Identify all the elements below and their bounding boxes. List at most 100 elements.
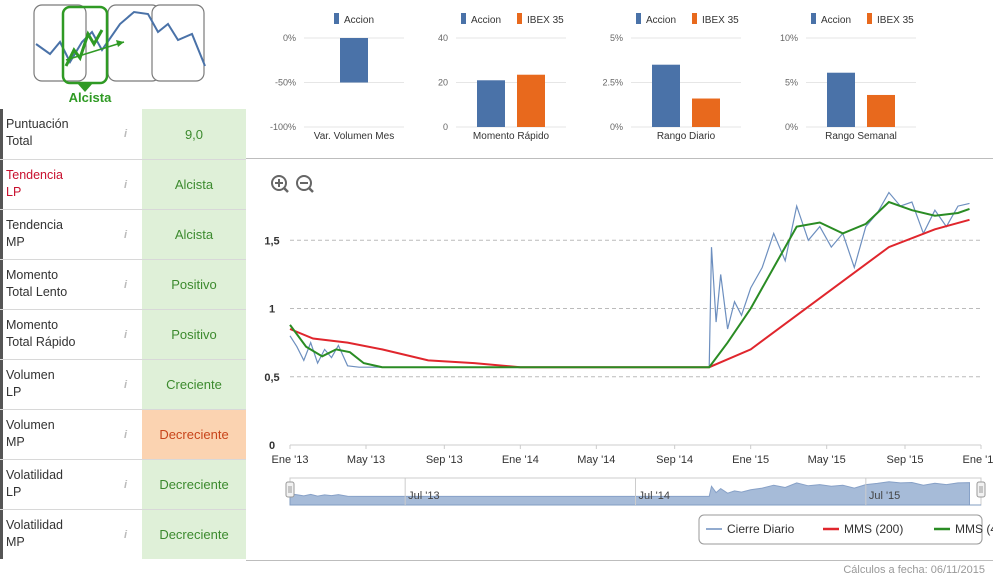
indicator-value: 9,0	[142, 109, 246, 159]
indicator-label: Tendencia LP	[6, 168, 63, 199]
indicator-value: Decreciente	[142, 410, 246, 459]
y-tick: 0%	[610, 122, 623, 132]
logo-pointer	[77, 83, 93, 92]
indicator-row: Volatilidad MP i Decreciente	[0, 509, 246, 559]
indicator-row: Volumen LP i Creciente	[0, 359, 246, 409]
y-tick: -50%	[275, 78, 296, 88]
bar	[652, 64, 680, 127]
y-tick: 5%	[610, 33, 623, 43]
indicator-label: Volatilidad LP	[6, 468, 63, 499]
mini-bar-charts: Accion 0% -50% -100% Var. Volumen Mes Accion I…	[270, 13, 916, 142]
y-tick: 20	[438, 78, 448, 88]
zoom-in-icon[interactable]	[271, 175, 289, 193]
legend-label[interactable]: Cierre Diario	[727, 522, 795, 536]
trend-logo	[33, 4, 206, 92]
info-icon[interactable]: i	[124, 128, 128, 140]
info-icon[interactable]: i	[124, 528, 128, 541]
mini-chart: Accion 0% -50% -100% Var. Volumen Mes	[270, 13, 404, 142]
mini-chart: Accion IBEX 35 40 20 0 Momento Rápido	[438, 13, 566, 142]
indicator-value: Positivo	[142, 310, 246, 359]
legend-label: IBEX 35	[527, 15, 564, 26]
mini-chart: Accion IBEX 35 5% 2.5% 0% Rango Diario	[602, 13, 741, 142]
indicator-value: Decreciente	[142, 510, 246, 559]
y-axis-label: 0,5	[264, 372, 279, 384]
navigator-handle[interactable]	[285, 481, 295, 498]
x-axis-label: May '15	[808, 454, 846, 466]
indicator-value: Alcista	[142, 210, 246, 259]
x-axis-label: Ene '13	[272, 454, 309, 466]
info-icon[interactable]: i	[124, 178, 128, 191]
x-axis-label: Sep '13	[426, 454, 463, 466]
y-axis-label: 1,5	[264, 235, 279, 247]
x-axis-label: Sep '15	[887, 454, 924, 466]
indicator-value: Creciente	[142, 360, 246, 409]
indicator-row: Momento Total Rápido i Positivo	[0, 309, 246, 359]
indicator-label: Volumen LP	[6, 368, 55, 399]
info-icon[interactable]: i	[124, 428, 128, 441]
mini-chart-title: Rango Diario	[657, 131, 716, 142]
y-tick: 40	[438, 33, 448, 43]
info-icon[interactable]: i	[124, 278, 128, 291]
indicator-label: Momento Total Lento	[6, 268, 68, 299]
info-icon[interactable]: i	[124, 378, 128, 391]
series-line	[289, 218, 970, 369]
price-chart: 0 0,5 1 1,5 Ene '13 May '13 Sep '13 Ene '14 May …	[264, 175, 993, 545]
indicator-row: Momento Total Lento i Positivo	[0, 259, 246, 309]
y-tick: -100%	[270, 122, 296, 132]
info-icon[interactable]: i	[124, 328, 128, 341]
legend-swatch	[692, 13, 697, 24]
legend-swatch	[867, 13, 872, 24]
bar	[692, 98, 720, 127]
zoom-out-icon[interactable]	[296, 175, 314, 193]
y-tick: 0%	[785, 122, 798, 132]
footer-divider	[246, 560, 993, 561]
legend-box	[698, 514, 983, 545]
legend-swatch	[517, 13, 522, 24]
indicator-label: Puntuación Total	[6, 117, 69, 148]
legend-swatch	[636, 13, 641, 24]
x-axis-label: Ene '14	[502, 454, 539, 466]
indicator-value: Alcista	[142, 160, 246, 209]
indicator-list: Puntuación Total i 9,0 Tendencia LP i Alcista…	[0, 109, 246, 559]
indicator-row: Tendencia LP i Alcista	[0, 159, 246, 209]
legend-label: IBEX 35	[702, 15, 739, 26]
legend-label: Accion	[471, 15, 501, 26]
legend-label[interactable]: MMS (40)	[955, 522, 993, 536]
info-icon[interactable]: i	[124, 478, 128, 491]
navigator-handle[interactable]	[976, 481, 986, 498]
indicator-label: Volumen MP	[6, 418, 55, 449]
indicator-label: Momento Total Rápido	[6, 318, 76, 349]
legend-swatch	[334, 13, 339, 24]
indicator-row: Volatilidad LP i Decreciente	[0, 459, 246, 509]
x-axis-label: May '13	[347, 454, 385, 466]
legend-swatch	[461, 13, 466, 24]
mini-chart-title: Momento Rápido	[473, 131, 550, 142]
info-icon[interactable]: i	[124, 228, 128, 241]
logo-arrow-head	[116, 40, 124, 47]
x-axis-label: Sep '14	[656, 454, 693, 466]
logo-label: Alcista	[68, 90, 112, 105]
y-axis-label: 0	[269, 440, 275, 452]
legend-label[interactable]: MMS (200)	[844, 522, 903, 536]
indicator-row: Puntuación Total i 9,0	[0, 109, 246, 159]
indicator-label: Volatilidad MP	[6, 518, 63, 549]
navigator-label: Jul '13	[408, 490, 439, 502]
bar	[827, 72, 855, 127]
mini-chart: Accion IBEX 35 10% 5% 0% Rango Semanal	[780, 13, 916, 142]
bar	[517, 74, 545, 127]
legend-swatch	[811, 13, 816, 24]
indicator-row: Tendencia MP i Alcista	[0, 209, 246, 259]
legend-label: Accion	[821, 15, 851, 26]
series-line	[289, 200, 970, 369]
y-tick: 0	[443, 122, 448, 132]
x-axis-label: Ene '15	[732, 454, 769, 466]
y-tick: 5%	[785, 78, 798, 88]
mini-chart-title: Rango Semanal	[825, 131, 897, 142]
navigator-label: Jul '14	[639, 490, 670, 502]
logo-arrow-line	[65, 41, 125, 61]
bar	[477, 80, 505, 127]
bar	[340, 38, 368, 83]
y-tick: 0%	[283, 33, 296, 43]
indicator-label: Tendencia MP	[6, 218, 63, 249]
bar	[867, 94, 895, 127]
